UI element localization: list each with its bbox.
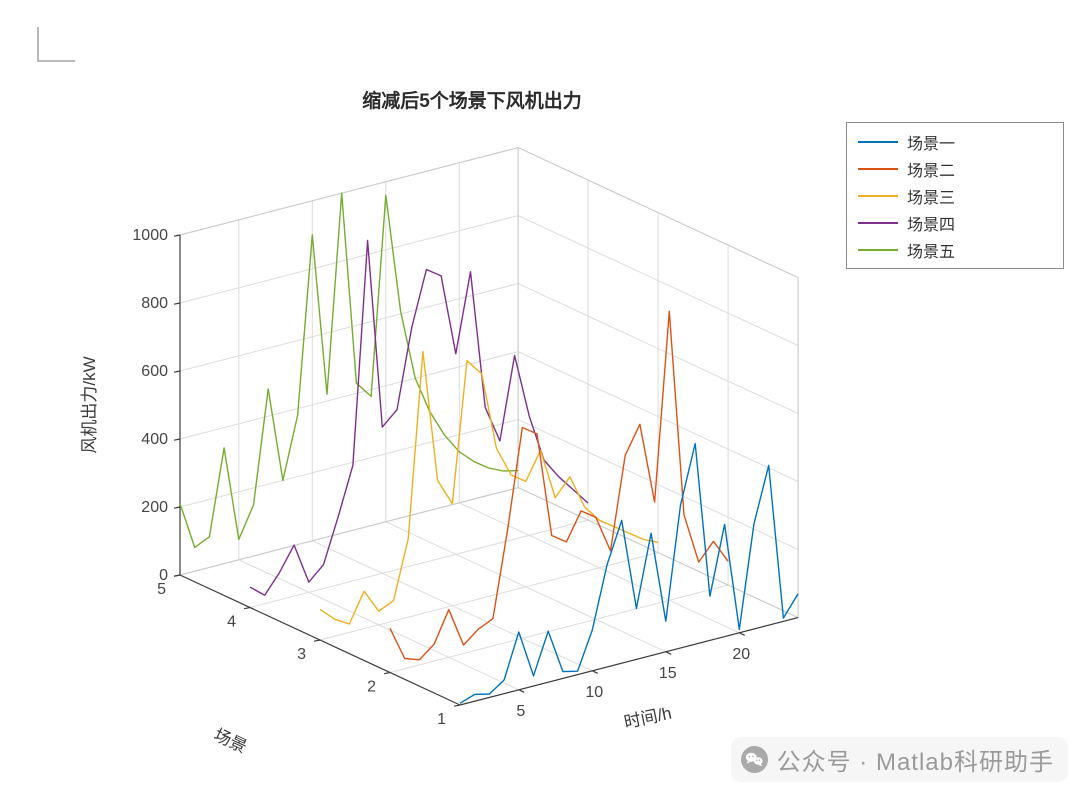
legend-item-5: 场景五 — [847, 236, 1063, 263]
z-tick-label: 1000 — [132, 227, 168, 244]
y-tick-mark — [453, 704, 461, 707]
y-tick-mark — [313, 639, 321, 642]
z-axis-title: 风机出力/kW — [80, 356, 99, 453]
y-axis-title: 场景 — [211, 725, 250, 757]
legend-item-4: 场景四 — [847, 209, 1063, 236]
grid-line — [179, 215, 519, 304]
y-tick-label: 5 — [157, 581, 166, 598]
x-tick-mark — [518, 689, 525, 693]
grid-line — [179, 283, 519, 372]
chart-title: 缩减后5个场景下风机出力 — [362, 91, 582, 112]
z-tick-mark — [173, 438, 181, 441]
z-tick-label: 0 — [159, 567, 168, 584]
x-axis-line — [459, 617, 799, 706]
axis-lines — [173, 234, 799, 707]
watermark: 公众号 · Matlab科研助手 — [730, 737, 1068, 782]
series-line-4 — [249, 239, 589, 596]
legend-label: 场景五 — [907, 243, 956, 261]
wechat-icon — [740, 746, 768, 773]
z-tick-mark — [173, 574, 181, 577]
y-tick-mark — [383, 671, 391, 675]
series-lines — [179, 192, 799, 704]
legend-label: 场景三 — [907, 189, 956, 207]
grid-line — [179, 351, 519, 440]
grid-line — [249, 519, 589, 608]
legend-label: 场景一 — [907, 135, 956, 153]
legend-label: 场景四 — [907, 216, 956, 234]
legend: 场景一场景二场景三场景四场景五 — [846, 122, 1064, 269]
z-tick-label: 400 — [141, 431, 168, 448]
watermark-text: 公众号 · Matlab科研助手 — [776, 749, 1054, 776]
legend-item-1: 场景一 — [847, 128, 1063, 155]
box-edge — [179, 147, 519, 236]
y-tick-mark — [243, 606, 251, 610]
x-tick-mark — [739, 632, 745, 636]
axis-titles: 时间/h 场景 风机出力/kW — [80, 356, 673, 756]
z-tick-label: 200 — [141, 499, 168, 516]
box-edge — [179, 487, 519, 576]
legend-line-sample — [858, 167, 898, 170]
y-tick-label: 2 — [367, 679, 376, 696]
grid-line — [319, 552, 659, 641]
x-tick-label: 15 — [659, 665, 677, 682]
legend-line-sample — [858, 194, 898, 197]
legend-line-sample — [858, 248, 898, 251]
x-tick-label: 20 — [732, 646, 750, 663]
y-tick-label: 3 — [297, 646, 306, 663]
grid-line — [389, 584, 729, 673]
legend-line-sample — [858, 221, 898, 224]
series-line-3 — [319, 350, 659, 625]
corner-mark — [37, 27, 75, 62]
legend-item-3: 场景三 — [847, 182, 1063, 209]
y-tick-label: 1 — [437, 711, 446, 728]
box-edge — [517, 487, 799, 619]
legend-item-2: 场景二 — [847, 155, 1063, 182]
x-axis-title: 时间/h — [622, 704, 673, 733]
grid-line — [517, 215, 799, 347]
box-edges — [179, 147, 799, 619]
x-tick-label: 5 — [516, 703, 525, 720]
grid-line — [179, 419, 519, 508]
grid-line — [517, 283, 799, 415]
legend-line-sample — [858, 140, 898, 143]
z-tick-mark — [173, 506, 181, 509]
z-tick-label: 600 — [141, 363, 168, 380]
grid-line — [517, 419, 799, 551]
x-tick-mark — [665, 651, 672, 655]
y-tick-label: 4 — [227, 614, 236, 631]
z-tick-mark — [173, 370, 181, 373]
z-tick-label: 800 — [141, 295, 168, 312]
box-edge — [517, 147, 799, 279]
x-tick-mark — [592, 670, 598, 674]
legend-label: 场景二 — [907, 162, 956, 180]
grid-line — [517, 351, 799, 483]
series-line-5 — [179, 192, 519, 549]
z-tick-mark — [173, 234, 181, 237]
series-line-2 — [389, 310, 729, 661]
z-tick-mark — [173, 302, 181, 305]
series-line-1 — [459, 442, 799, 704]
x-tick-label: 10 — [585, 684, 603, 701]
